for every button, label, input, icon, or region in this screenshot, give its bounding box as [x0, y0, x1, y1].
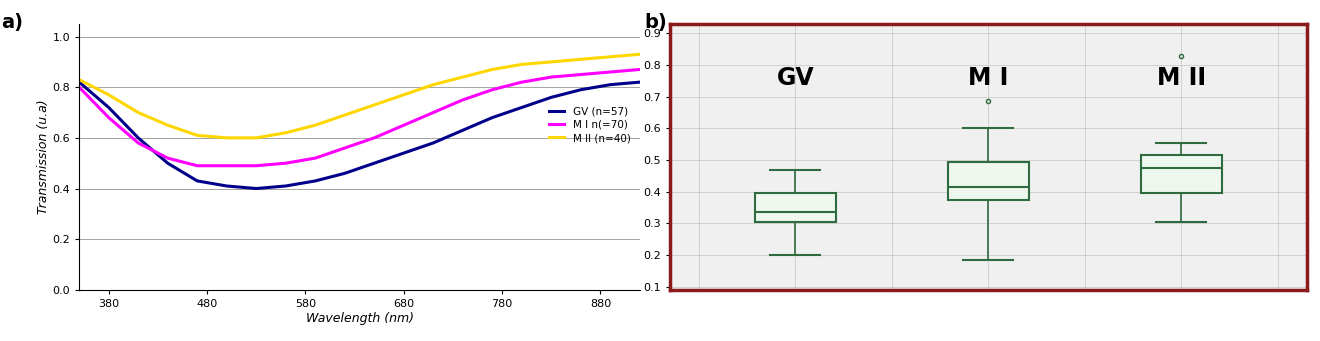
- Y-axis label: Transmission (u.a): Transmission (u.a): [37, 100, 50, 214]
- GV (n=57): [513, 105, 529, 109]
- M I n(=70): [100, 116, 116, 120]
- M I n(=70): [455, 98, 471, 102]
- M I n(=70): [219, 164, 235, 168]
- M II (n=40): [277, 131, 293, 135]
- X-axis label: Wavelength (nm): Wavelength (nm): [305, 312, 413, 325]
- M II (n=40): [71, 77, 87, 81]
- M II (n=40): [160, 123, 176, 127]
- Line: GV (n=57): GV (n=57): [79, 82, 640, 189]
- GV (n=57): [277, 184, 293, 188]
- GV (n=57): [632, 80, 648, 84]
- GV (n=57): [71, 80, 87, 84]
- M II (n=40): [632, 52, 648, 56]
- GV (n=57): [573, 88, 589, 92]
- M I n(=70): [632, 68, 648, 72]
- GV (n=57): [396, 151, 412, 155]
- GV (n=57): [219, 184, 235, 188]
- M I n(=70): [367, 136, 383, 140]
- GV (n=57): [455, 128, 471, 132]
- GV (n=57): [544, 95, 560, 99]
- GV (n=57): [100, 105, 116, 109]
- Text: M II: M II: [1156, 66, 1206, 90]
- M II (n=40): [484, 68, 500, 72]
- M I n(=70): [248, 164, 264, 168]
- GV (n=57): [484, 116, 500, 120]
- M II (n=40): [602, 55, 618, 59]
- Line: M II (n=40): M II (n=40): [79, 54, 640, 138]
- M II (n=40): [455, 75, 471, 79]
- Bar: [755, 193, 836, 222]
- M I n(=70): [425, 110, 441, 115]
- M I n(=70): [484, 88, 500, 92]
- M I n(=70): [573, 73, 589, 77]
- M I n(=70): [160, 156, 176, 160]
- M I n(=70): [337, 146, 352, 150]
- M II (n=40): [544, 60, 560, 64]
- M II (n=40): [367, 103, 383, 107]
- GV (n=57): [160, 161, 176, 165]
- M II (n=40): [248, 136, 264, 140]
- GV (n=57): [308, 179, 323, 183]
- M II (n=40): [100, 93, 116, 97]
- Legend: GV (n=57), M I n(=70), M II (n=40): GV (n=57), M I n(=70), M II (n=40): [544, 103, 635, 147]
- M I n(=70): [396, 123, 412, 127]
- M I n(=70): [513, 80, 529, 84]
- Text: GV: GV: [776, 66, 814, 90]
- M I n(=70): [544, 75, 560, 79]
- Bar: [948, 162, 1028, 199]
- GV (n=57): [337, 171, 352, 175]
- M II (n=40): [131, 110, 147, 115]
- GV (n=57): [189, 179, 205, 183]
- GV (n=57): [602, 83, 618, 87]
- GV (n=57): [425, 141, 441, 145]
- Text: a): a): [1, 13, 22, 32]
- GV (n=57): [367, 161, 383, 165]
- M I n(=70): [602, 70, 618, 74]
- M II (n=40): [189, 133, 205, 137]
- Bar: [1140, 155, 1222, 193]
- M I n(=70): [277, 161, 293, 165]
- M II (n=40): [396, 93, 412, 97]
- M II (n=40): [308, 123, 323, 127]
- GV (n=57): [248, 187, 264, 191]
- Text: b): b): [644, 13, 667, 32]
- GV (n=57): [131, 136, 147, 140]
- M II (n=40): [219, 136, 235, 140]
- Text: M I: M I: [968, 66, 1008, 90]
- M I n(=70): [131, 141, 147, 145]
- Line: M I n(=70): M I n(=70): [79, 70, 640, 166]
- M I n(=70): [189, 164, 205, 168]
- M I n(=70): [71, 85, 87, 89]
- M II (n=40): [573, 57, 589, 61]
- M II (n=40): [513, 62, 529, 66]
- M II (n=40): [425, 83, 441, 87]
- M I n(=70): [308, 156, 323, 160]
- M II (n=40): [337, 113, 352, 117]
